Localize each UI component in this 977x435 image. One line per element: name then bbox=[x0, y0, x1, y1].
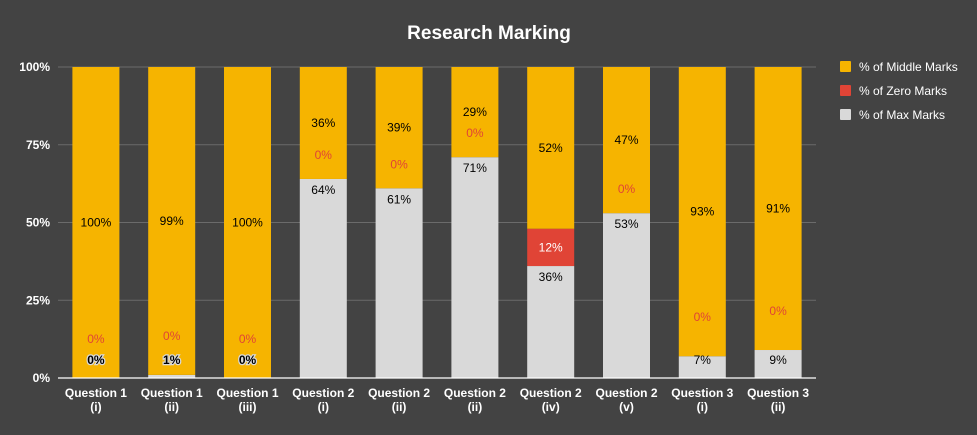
x-tick-label-line: (ii) bbox=[468, 400, 483, 414]
x-tick-label-line: (i) bbox=[697, 400, 708, 414]
x-tick-label: Question 2 (ii) bbox=[368, 386, 430, 414]
bar-segment bbox=[451, 157, 499, 378]
bars bbox=[72, 67, 802, 378]
data-label-middle: 100% bbox=[81, 216, 112, 230]
x-tick-label-line: Question 2 bbox=[520, 386, 582, 400]
data-label-middle: 52% bbox=[539, 141, 563, 155]
data-label-max: 71% bbox=[463, 161, 487, 175]
y-axis: 0% 25% 50% 75% 100% bbox=[19, 60, 50, 385]
data-label-zero: 0% bbox=[239, 332, 257, 346]
data-label-zero: 0% bbox=[694, 310, 712, 324]
x-tick-label-line: Question 2 bbox=[595, 386, 657, 400]
data-label-middle: 91% bbox=[766, 202, 790, 216]
y-tick-label: 25% bbox=[26, 293, 50, 307]
x-tick-label-line: (ii) bbox=[392, 400, 407, 414]
x-tick-label-line: Question 1 bbox=[141, 386, 203, 400]
y-tick-label: 0% bbox=[33, 371, 51, 385]
x-tick-label-line: Question 1 bbox=[216, 386, 278, 400]
data-label-max: 0% bbox=[239, 353, 257, 367]
x-tick-label-line: Question 2 bbox=[368, 386, 430, 400]
x-tick-label: Question 1 (iii) bbox=[216, 386, 278, 414]
x-tick-label-line: (iii) bbox=[239, 400, 257, 414]
legend-label: % of Max Marks bbox=[859, 108, 945, 122]
data-label-zero: 0% bbox=[466, 126, 484, 140]
bar-segment bbox=[603, 67, 650, 214]
bar-segment bbox=[224, 67, 271, 378]
data-label-zero: 12% bbox=[539, 240, 563, 254]
bar-segment bbox=[603, 213, 650, 378]
chart-title: Research Marking bbox=[407, 23, 571, 44]
x-tick-label: Question 3 (ii) bbox=[747, 386, 809, 414]
data-label-max: 53% bbox=[614, 217, 638, 231]
data-label-zero: 0% bbox=[315, 148, 333, 162]
x-tick-label-line: (ii) bbox=[164, 400, 179, 414]
x-tick-label: Question 3 (i) bbox=[671, 386, 733, 414]
legend-swatch bbox=[840, 109, 851, 120]
x-tick-label: Question 1 (i) bbox=[65, 386, 127, 414]
data-label-max: 7% bbox=[694, 353, 712, 367]
data-label-max: 61% bbox=[387, 192, 411, 206]
data-label-max: 9% bbox=[769, 353, 787, 367]
data-label-zero: 0% bbox=[390, 157, 408, 171]
data-label-middle: 39% bbox=[387, 121, 411, 135]
x-tick-label: Question 2 (v) bbox=[595, 386, 657, 414]
bar-segment bbox=[299, 67, 347, 179]
bar-segment bbox=[527, 67, 575, 229]
data-label-zero: 0% bbox=[618, 182, 636, 196]
x-tick-label-line: (ii) bbox=[771, 400, 786, 414]
bar-segment bbox=[451, 67, 499, 158]
data-label-zero: 0% bbox=[87, 332, 105, 346]
legend-swatch bbox=[840, 85, 851, 96]
x-tick-label: Question 2 (ii) bbox=[444, 386, 506, 414]
y-tick-label: 75% bbox=[26, 138, 50, 152]
bar-segment bbox=[148, 67, 196, 375]
x-tick-label-line: (v) bbox=[619, 400, 634, 414]
bar-segment bbox=[299, 178, 347, 378]
data-label-middle: 47% bbox=[614, 133, 638, 147]
bar-segment bbox=[754, 67, 802, 351]
x-tick-label-line: Question 1 bbox=[65, 386, 127, 400]
x-tick-label: Question 2 (iv) bbox=[520, 386, 582, 414]
x-tick-label-line: Question 3 bbox=[671, 386, 733, 400]
data-label-max: 1% bbox=[163, 353, 181, 367]
bar-segment bbox=[754, 350, 802, 378]
bar-segment bbox=[72, 67, 120, 378]
data-label-middle: 100% bbox=[232, 216, 263, 230]
y-tick-label: 100% bbox=[19, 60, 50, 74]
data-label-max: 64% bbox=[311, 183, 335, 197]
bar-segment bbox=[148, 374, 196, 378]
x-tick-label-line: (iv) bbox=[542, 400, 560, 414]
x-tick-label-line: (i) bbox=[318, 400, 329, 414]
data-label-middle: 29% bbox=[463, 105, 487, 119]
data-label-zero: 0% bbox=[769, 304, 787, 318]
x-tick-label-line: Question 2 bbox=[444, 386, 506, 400]
x-tick-label-line: (i) bbox=[90, 400, 101, 414]
bar-segment bbox=[678, 356, 726, 378]
legend-label: % of Middle Marks bbox=[859, 60, 958, 74]
legend-label: % of Zero Marks bbox=[859, 84, 947, 98]
x-tick-label: Question 1 (ii) bbox=[141, 386, 203, 414]
legend-swatch bbox=[840, 61, 851, 72]
x-axis: Question 1 (i)Question 1 (ii)Question 1 (ii… bbox=[58, 377, 816, 414]
data-label-zero: 0% bbox=[163, 329, 181, 343]
bar-segment bbox=[375, 67, 423, 189]
y-tick-label: 50% bbox=[26, 216, 50, 230]
data-labels: 100% 0% 0% 99% 0% 1% 100% 0% 0% 36% 0% 64% 39% 0% 61% 2… bbox=[81, 105, 791, 368]
data-label-middle: 36% bbox=[311, 116, 335, 130]
data-label-middle: 99% bbox=[160, 214, 184, 228]
x-tick-label-line: Question 3 bbox=[747, 386, 809, 400]
bar-segment bbox=[375, 188, 423, 378]
bar-segment bbox=[678, 67, 726, 357]
bar-segment bbox=[527, 266, 575, 378]
legend: % of Middle Marks % of Zero Marks % of Max… bbox=[840, 60, 958, 122]
bar-segment bbox=[527, 228, 575, 267]
data-label-max: 36% bbox=[539, 270, 563, 284]
x-tick-label: Question 2 (i) bbox=[292, 386, 354, 414]
x-tick-label-line: Question 2 bbox=[292, 386, 354, 400]
data-label-middle: 93% bbox=[690, 205, 714, 219]
data-label-max: 0% bbox=[87, 353, 105, 367]
